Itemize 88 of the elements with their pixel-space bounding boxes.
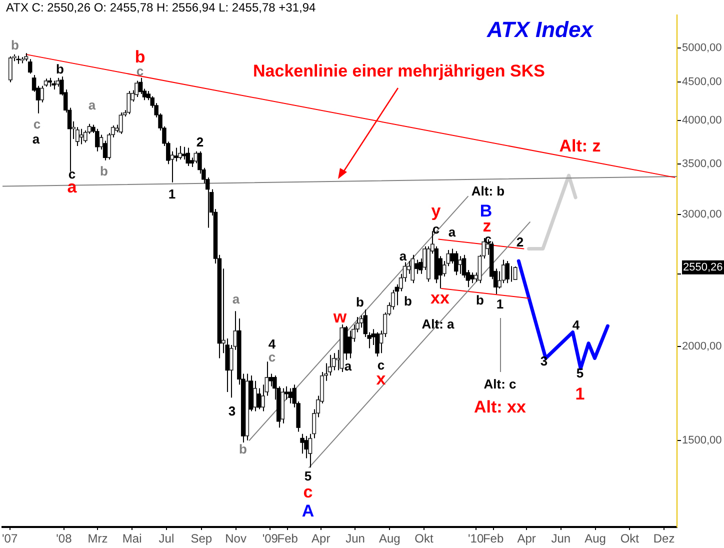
x-tick-label: Okt xyxy=(414,532,434,546)
candlestick xyxy=(300,433,304,454)
annotation: w xyxy=(332,308,348,327)
candlestick xyxy=(95,128,100,152)
annotation: Alt: b xyxy=(471,184,505,199)
candlestick xyxy=(454,250,458,276)
candlestick xyxy=(126,90,131,115)
x-tick-label: '10 xyxy=(468,532,484,546)
x-tick-label: Jun xyxy=(346,532,365,546)
annotation: Alt: z xyxy=(559,136,601,156)
candlestick xyxy=(288,388,293,404)
annotation: a xyxy=(32,132,40,147)
annotation: a xyxy=(448,224,456,240)
annotation: c xyxy=(268,350,276,365)
candlestick xyxy=(410,254,415,284)
candlestick xyxy=(375,332,380,358)
annotation: b xyxy=(11,38,20,53)
y-tick-label: 2000,00 xyxy=(682,340,722,353)
annotation: b xyxy=(476,292,484,308)
x-tick-label: Nov xyxy=(225,532,246,546)
annotation: a xyxy=(344,358,352,374)
y-tick-label: 5000,00 xyxy=(682,42,722,54)
annotation: b xyxy=(404,294,412,309)
x-tick-label: '07 xyxy=(2,532,18,546)
candlestick xyxy=(28,58,32,74)
annotation: b xyxy=(56,62,64,77)
y-tick-label: 4500,00 xyxy=(682,76,722,88)
candlestick xyxy=(308,433,312,468)
annotation: 1 xyxy=(168,186,176,202)
annotation: a xyxy=(88,98,96,113)
x-tick-label: Mrz xyxy=(88,532,108,546)
x-tick-label: '09 xyxy=(262,532,278,546)
x-tick-label: Jun xyxy=(551,532,571,546)
y-tick-label: 3000,00 xyxy=(682,208,722,220)
chart-title: ATX Index xyxy=(486,17,594,42)
annotation: 3 xyxy=(540,354,548,369)
y-tick-label: 1500,00 xyxy=(682,434,722,446)
annotation: 5 xyxy=(576,366,584,381)
candlestick xyxy=(304,436,308,459)
x-tick-label: Feb xyxy=(277,532,298,546)
candlestick xyxy=(462,254,466,278)
annotation: 4 xyxy=(268,336,276,352)
annotation: Alt: c xyxy=(484,376,516,392)
x-tick-label: Apr xyxy=(517,532,536,546)
annotation: Alt: a xyxy=(422,316,456,332)
candlestick xyxy=(505,260,510,284)
annotation: 5 xyxy=(304,468,312,484)
x-tick-label: Sep xyxy=(190,532,212,546)
annotation: c xyxy=(33,116,41,132)
annotation: a xyxy=(232,292,240,307)
candlestick xyxy=(24,52,28,62)
candlestick xyxy=(340,324,344,372)
annotation: b xyxy=(239,442,248,457)
candlestick xyxy=(418,258,423,274)
annotation: 2 xyxy=(516,234,524,250)
candlestick xyxy=(182,146,186,160)
annotation: a xyxy=(399,248,408,264)
annotation: b xyxy=(356,294,364,310)
x-tick-label: Aug xyxy=(378,532,400,546)
x-tick-label: Mai xyxy=(122,532,142,546)
annotation: Nackenlinie einer mehrjährigen SKS xyxy=(253,62,545,81)
y-tick-label: 3500,00 xyxy=(682,158,722,170)
annotation: 1 xyxy=(575,384,585,404)
annotation: y xyxy=(431,202,442,221)
annotation: 1 xyxy=(496,296,504,312)
candlestick xyxy=(513,266,518,280)
x-tick-label: Aug xyxy=(584,532,606,546)
annotation: 2 xyxy=(196,134,204,150)
text: 2550,26 xyxy=(683,261,723,274)
y-tick-label: 4000,00 xyxy=(682,114,722,127)
annotation: c xyxy=(432,222,440,237)
annotation: b xyxy=(100,164,108,179)
candlestick xyxy=(118,112,123,134)
x-tick-label: Feb xyxy=(482,532,504,546)
x-tick-label: Apr xyxy=(312,532,330,546)
annotation: c xyxy=(303,482,313,502)
annotation: A xyxy=(302,502,314,521)
annotation: 3 xyxy=(228,404,236,419)
annotation: 4 xyxy=(572,318,580,333)
candlestick xyxy=(347,330,352,359)
x-tick-label: Okt xyxy=(620,532,640,546)
annotation: Alt: xx xyxy=(474,398,527,417)
annotation: xx xyxy=(430,288,450,308)
x-tick-label: '08 xyxy=(56,532,72,546)
chart-subtitle: ATX C: 2550,26 O: 2455,78 H: 2556,94 L: 2455,78 +31,94 xyxy=(6,0,316,14)
x-tick-label: Jul xyxy=(158,532,174,546)
candlestick xyxy=(40,85,44,103)
x-tick-label: Dez xyxy=(653,532,675,546)
